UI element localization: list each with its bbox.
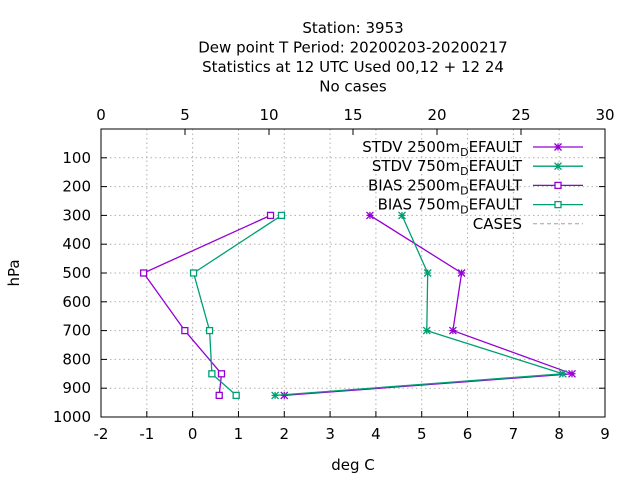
x-tick-label: 1 bbox=[234, 425, 244, 443]
title-line-0: Station: 3953 bbox=[302, 19, 403, 37]
legend-label: STDV 2500mDEFAULT bbox=[362, 138, 523, 159]
series-1-point-3 bbox=[558, 369, 567, 378]
legend-subscript: D bbox=[460, 204, 468, 217]
legend-suffix: EFAULT bbox=[469, 196, 523, 214]
x2-tick-label: 0 bbox=[96, 106, 106, 124]
series-1-point-2 bbox=[422, 326, 431, 335]
y-tick-label: 1000 bbox=[53, 408, 91, 426]
series-1-point-1 bbox=[423, 269, 432, 277]
legend-suffix: EFAULT bbox=[469, 157, 523, 175]
series-0-point-1 bbox=[457, 269, 466, 277]
series-0-point-2 bbox=[448, 326, 457, 335]
legend-label: STDV 750mDEFAULT bbox=[372, 157, 523, 178]
series-2-point-0 bbox=[266, 211, 275, 220]
x2-tick-label: 15 bbox=[343, 106, 362, 124]
legend-label: CASES bbox=[473, 215, 522, 233]
x-tick-label: 6 bbox=[463, 425, 473, 443]
series-3-point-0 bbox=[277, 211, 286, 220]
series-2-point-3 bbox=[217, 370, 226, 378]
x-tick-label: 5 bbox=[417, 425, 427, 443]
y-tick-label: 200 bbox=[62, 178, 91, 196]
y-tick-label: 900 bbox=[62, 379, 91, 397]
legend-label: BIAS 750mDEFAULT bbox=[378, 196, 523, 217]
series-3-point-4 bbox=[232, 391, 240, 400]
series-1-point-0 bbox=[398, 211, 406, 220]
y-tick-label: 600 bbox=[62, 293, 91, 311]
y-tick-label: 300 bbox=[62, 206, 91, 224]
legend-marker-0 bbox=[554, 143, 562, 151]
series-1 bbox=[271, 211, 567, 400]
series-2-point-2 bbox=[181, 326, 189, 335]
chart-title: Station: 3953 Dew point T Period: 2020020… bbox=[198, 19, 507, 96]
x-tick-label: 4 bbox=[371, 425, 381, 443]
y-axis-ticks: 100 200 300 400 500 600 700 800 900 1000 bbox=[53, 149, 605, 426]
x-tick-label: -2 bbox=[94, 425, 109, 443]
x-tick-label: 9 bbox=[600, 425, 610, 443]
y-tick-label: 500 bbox=[62, 264, 91, 282]
legend-suffix: EFAULT bbox=[469, 176, 523, 194]
x-tick-label: 8 bbox=[554, 425, 564, 443]
legend-subscript: D bbox=[460, 146, 468, 159]
y-tick-label: 100 bbox=[62, 149, 91, 167]
x-tick-label: -1 bbox=[139, 425, 154, 443]
series-line-0 bbox=[284, 214, 573, 397]
grid bbox=[101, 129, 605, 417]
series-2 bbox=[139, 211, 275, 400]
x-tick-label: 7 bbox=[509, 425, 519, 443]
title-line-3: No cases bbox=[319, 78, 387, 96]
series-0-point-3 bbox=[568, 369, 576, 378]
series-0 bbox=[280, 211, 576, 400]
x2-axis-ticks: 0 5 10 15 20 25 30 bbox=[96, 106, 615, 135]
series-3-point-1 bbox=[189, 269, 198, 277]
x-tick-label: 3 bbox=[325, 425, 335, 443]
legend-marker-2 bbox=[554, 181, 562, 190]
y-axis-label: hPa bbox=[5, 259, 23, 286]
series-line-1 bbox=[275, 215, 563, 397]
x-tick-label: 2 bbox=[279, 425, 289, 443]
y-tick-label: 800 bbox=[62, 350, 91, 368]
series-3-point-3 bbox=[208, 370, 216, 378]
title-line-1: Dew point T Period: 20200203-20200217 bbox=[198, 39, 507, 57]
x-axis-ticks: -2 -1 0 1 2 3 4 5 6 7 8 9 bbox=[94, 411, 610, 443]
series-2-point-4 bbox=[215, 391, 223, 400]
legend-label: BIAS 2500mDEFAULT bbox=[368, 176, 523, 197]
series-line-3 bbox=[192, 214, 282, 396]
x-axis-label: deg C bbox=[331, 456, 375, 474]
legend-marker-3 bbox=[554, 200, 562, 209]
x-tick-label: 0 bbox=[188, 425, 198, 443]
x2-tick-label: 10 bbox=[259, 106, 278, 124]
series bbox=[139, 211, 576, 400]
series-1-point-4 bbox=[271, 391, 280, 400]
legend-name: BIAS 750m bbox=[378, 196, 461, 214]
series-3 bbox=[189, 211, 286, 400]
x2-tick-label: 30 bbox=[595, 106, 614, 124]
legend-name: STDV 2500m bbox=[362, 138, 460, 156]
x2-tick-label: 5 bbox=[180, 106, 190, 124]
y-tick-label: 400 bbox=[62, 235, 91, 253]
x2-tick-label: 25 bbox=[511, 106, 530, 124]
x2-tick-label: 20 bbox=[427, 106, 446, 124]
series-2-point-1 bbox=[139, 269, 148, 277]
legend-subscript: D bbox=[460, 184, 468, 197]
series-0-point-0 bbox=[365, 211, 374, 220]
series-3-point-2 bbox=[205, 326, 214, 335]
legend-name: CASES bbox=[473, 215, 522, 233]
legend-name: STDV 750m bbox=[372, 157, 460, 175]
legend-suffix: EFAULT bbox=[469, 138, 523, 156]
series-line-2 bbox=[142, 214, 271, 396]
legend-marker-1 bbox=[554, 162, 562, 171]
legend-name: BIAS 2500m bbox=[368, 176, 460, 194]
legend-subscript: D bbox=[460, 165, 468, 178]
y-tick-label: 700 bbox=[62, 322, 91, 340]
title-line-2: Statistics at 12 UTC Used 00,12 + 12 24 bbox=[202, 58, 504, 76]
